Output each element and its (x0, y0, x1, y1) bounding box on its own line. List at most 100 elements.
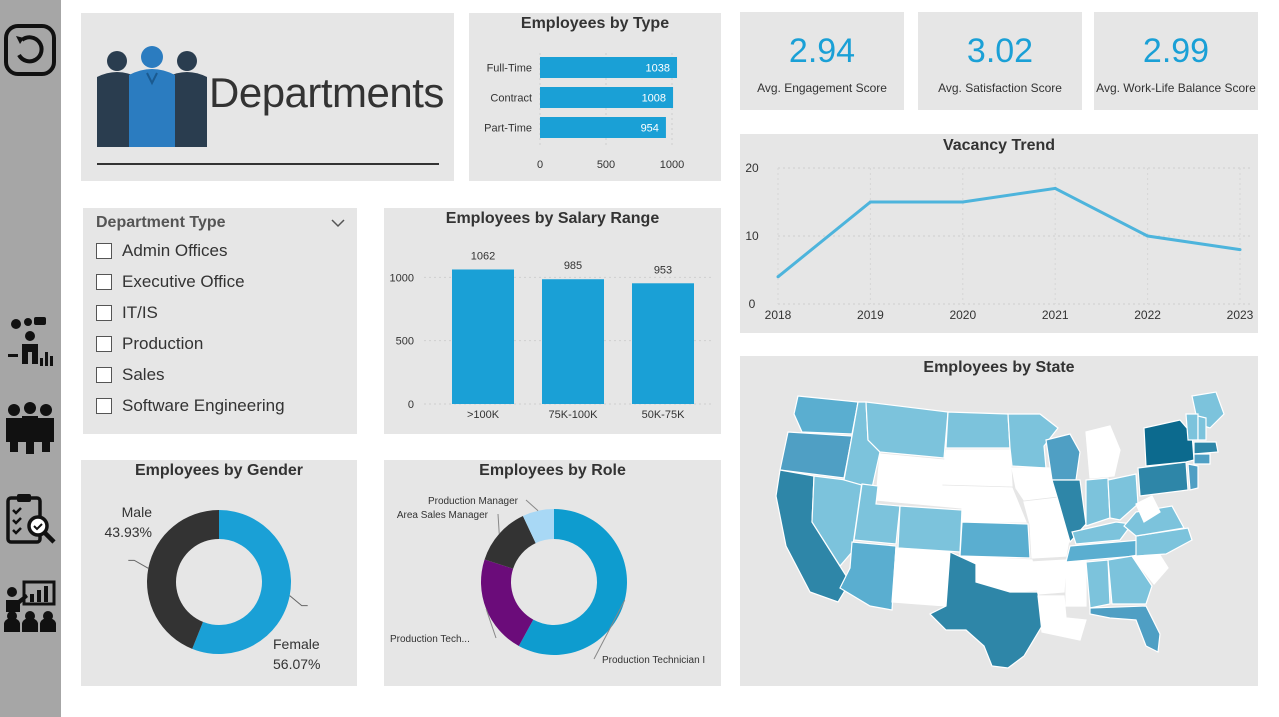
x-tick-label: 2018 (765, 308, 792, 322)
role-chart: Production Technician I Production Tech..… (390, 496, 705, 666)
slicer-item-software-engineering[interactable]: Software Engineering (96, 394, 285, 418)
presentation-team-icon[interactable] (2, 578, 58, 634)
chevron-down-icon[interactable] (331, 216, 345, 230)
x-tick-label: 2021 (1042, 308, 1069, 322)
slicer-item-sales[interactable]: Sales (96, 363, 165, 387)
y-tick-label: 10 (745, 229, 759, 243)
kpi-satisfaction-card: 3.02 Avg. Satisfaction Score (918, 12, 1082, 110)
slicer-item-label: IT/IS (122, 303, 158, 322)
x-tick-label: 2022 (1134, 308, 1161, 322)
slicer-item-production[interactable]: Production (96, 332, 203, 356)
slicer-item-admin-offices[interactable]: Admin Offices (96, 239, 228, 263)
x-tick-label: 2020 (949, 308, 976, 322)
map-state-oh (1107, 473, 1139, 521)
gender-slice (146, 510, 219, 649)
gender-slice (192, 510, 291, 654)
data-label: 985 (564, 260, 582, 272)
slicer-item-executive-office[interactable]: Executive Office (96, 270, 245, 294)
team-icon[interactable] (2, 400, 58, 456)
data-point (776, 275, 780, 279)
checkbox[interactable] (96, 398, 112, 414)
leader-line (525, 499, 539, 512)
checkbox[interactable] (96, 274, 112, 290)
category-label: >100K (467, 409, 500, 421)
slicer-item-it-is[interactable]: IT/IS (96, 301, 158, 325)
data-label: 953 (654, 264, 672, 276)
slice-label: Area Sales Manager (397, 510, 489, 521)
map-state-ct (1193, 453, 1211, 465)
vacancy-chart-card: Vacancy Trend 0 10 20 2018 2019 2020 2021 2022 2… (740, 134, 1258, 333)
bar (452, 269, 514, 404)
map-state-ks (959, 521, 1031, 559)
back-icon[interactable] (2, 22, 58, 78)
data-point (1146, 234, 1150, 238)
clipboard-search-icon[interactable] (2, 490, 58, 546)
map-state-mn (1007, 413, 1059, 469)
sidebar (0, 0, 61, 717)
title-underline (97, 163, 439, 165)
map-state-fl (1089, 605, 1161, 653)
leader-line (497, 513, 500, 534)
kpi-worklife-card: 2.99 Avg. Work-Life Balance Score (1094, 12, 1258, 110)
y-tick-label: 500 (396, 336, 414, 348)
map-state-az (839, 541, 897, 611)
map-state-ar (1031, 559, 1067, 595)
people-logo-icon (97, 46, 207, 147)
role-slice (484, 515, 536, 569)
slice-label: Production Technician I (602, 655, 705, 666)
role-slice (518, 509, 627, 655)
analytics-person-icon[interactable] (2, 314, 58, 370)
checkbox[interactable] (96, 336, 112, 352)
y-tick-label: 0 (749, 297, 756, 311)
role-slice (522, 509, 554, 544)
checkbox[interactable] (96, 243, 112, 259)
type-chart-card: Employees by Type 0 500 1000 Full-Time 1038 C… (469, 13, 721, 181)
x-tick-label: 2023 (1227, 308, 1254, 322)
category-label: Part-Time (484, 123, 532, 135)
role-chart-card: Employees by Role Production Technician … (384, 460, 721, 686)
role-slice (481, 559, 534, 646)
x-tick-label: 2019 (857, 308, 884, 322)
leader-line (485, 608, 497, 639)
us-map[interactable] (740, 356, 1258, 686)
kpi-engagement-value: 2.94 (788, 32, 856, 70)
checkbox[interactable] (96, 305, 112, 321)
slice-label: Production Manager (428, 496, 519, 507)
bar (632, 283, 694, 404)
bar (540, 57, 678, 78)
gender-chart: Female 56.07% Male 43.93% (105, 504, 321, 672)
checkbox[interactable] (96, 367, 112, 383)
role-chart-title: Employees by Role (479, 462, 626, 479)
leader-line (593, 599, 626, 660)
map-state-ky (1071, 521, 1134, 545)
kpi-worklife-value: 2.99 (1142, 32, 1210, 70)
slicer-item-label: Production (122, 334, 204, 353)
slicer-item-label: Executive Office (122, 272, 245, 291)
map-state-or (779, 431, 853, 479)
slice-label: Production Tech... (390, 634, 470, 645)
map-state-ga (1107, 555, 1153, 605)
map-state-sd (941, 449, 1013, 487)
kpi-satisfaction-label: Avg. Satisfaction Score (938, 81, 1062, 95)
map-state-nd (945, 411, 1011, 449)
map-state-la (1037, 595, 1087, 641)
kpi-satisfaction-value: 3.02 (966, 32, 1034, 70)
series-line (777, 186, 1241, 278)
map-state-wa (793, 395, 859, 435)
slicer-item-label: Sales (122, 365, 165, 384)
category-label: 75K-100K (549, 409, 599, 421)
slice-label: Female (273, 636, 320, 652)
slicer-item-label: Software Engineering (122, 396, 285, 415)
y-tick-label: 0 (408, 399, 414, 411)
map-state-va (1123, 505, 1185, 537)
data-point (1238, 248, 1242, 252)
y-tick-label: 1000 (390, 272, 414, 284)
page-title: Departments (209, 69, 444, 116)
slicer-title: Department Type (96, 214, 226, 231)
map-state-mi (1085, 425, 1121, 479)
data-label: 1038 (646, 63, 670, 75)
salary-chart-title: Employees by Salary Range (445, 210, 660, 227)
category-label: 50K-75K (642, 409, 685, 421)
header-card: Departments (81, 13, 454, 181)
map-state-nm (891, 547, 951, 607)
